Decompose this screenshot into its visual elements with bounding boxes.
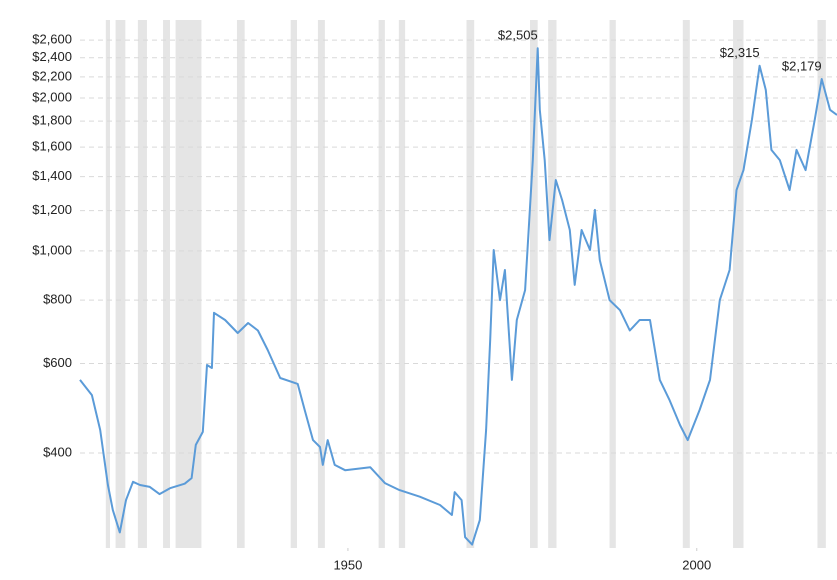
y-tick-label: $1,800 [32,113,72,128]
recession-band [466,20,475,548]
y-tick-label: $1,200 [32,202,72,217]
recession-band [105,20,111,548]
y-tick-label: $800 [43,292,72,307]
recession-band [398,20,406,548]
x-tick-label: 2000 [682,557,711,572]
peak-annotation: $2,179 [782,58,822,73]
recession-band [609,20,616,548]
y-tick-label: $2,200 [32,68,72,83]
y-tick-label: $1,400 [32,168,72,183]
recession-band [378,20,385,548]
price-line [79,47,837,546]
peak-annotation: $2,505 [498,28,538,43]
recession-band [817,20,826,548]
recession-band [682,20,690,548]
peak-annotation: $2,315 [720,45,760,60]
y-tick-label: $2,000 [32,89,72,104]
y-tick-label: $2,400 [32,49,72,64]
recession-band [137,20,147,548]
y-tick-label: $400 [43,444,72,459]
y-tick-label: $600 [43,355,72,370]
recession-band [548,20,557,548]
x-tick-label: 1950 [333,557,362,572]
y-tick-label: $2,600 [32,32,72,47]
recession-band [163,20,171,548]
y-tick-label: $1,000 [32,242,72,257]
recession-band [317,20,325,548]
recession-band [733,20,744,548]
recession-band [115,20,126,548]
recession-band [290,20,297,548]
y-tick-label: $1,600 [32,139,72,154]
recession-band [175,20,202,548]
recession-band [530,20,538,548]
recession-band [236,20,245,548]
